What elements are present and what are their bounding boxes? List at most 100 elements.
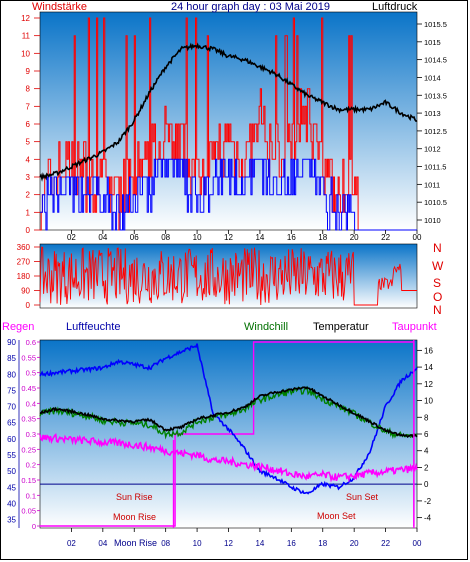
direction-tick-label: 270 bbox=[17, 258, 31, 267]
pressure-tick-label: 1013 bbox=[424, 109, 441, 118]
humidity-tick-label: 70 bbox=[7, 403, 16, 412]
dewpoint-label: Taupunkt bbox=[392, 321, 437, 333]
rain-tick-label: 0.3 bbox=[26, 430, 36, 439]
x-tick-label-top: 18 bbox=[318, 233, 327, 242]
direction-tick-label: 0 bbox=[26, 301, 31, 310]
chart-title: 24 hour graph day : 03 Mai 2019 bbox=[171, 1, 330, 13]
x-tick-label-top: 04 bbox=[98, 233, 107, 242]
temperature-line bbox=[39, 386, 418, 439]
wind-tick-label: 6 bbox=[26, 120, 31, 129]
rain-tick-label: 0.05 bbox=[21, 507, 36, 516]
compass-n-bottom: N bbox=[433, 303, 442, 317]
temp-tick-label: 8 bbox=[424, 413, 429, 422]
temp-tick-label: 4 bbox=[424, 447, 429, 456]
moon-set-label: Moon Set bbox=[317, 511, 356, 521]
x-tick-label-bottom: 18 bbox=[318, 539, 327, 548]
pressure-tick-label: 1014.5 bbox=[424, 56, 447, 65]
windchill-label: Windchill bbox=[244, 321, 288, 333]
x-tick-label-top: 14 bbox=[255, 233, 264, 242]
dewpoint-line bbox=[39, 433, 418, 483]
wind-tick-label: 10 bbox=[21, 49, 30, 58]
wind-tick-label: 11 bbox=[22, 32, 31, 41]
pressure-tick-label: 1015.5 bbox=[424, 20, 447, 29]
humidity-tick-label: 40 bbox=[7, 499, 16, 508]
rain-label: Regen bbox=[2, 321, 34, 333]
rain-tick-label: 0.6 bbox=[26, 338, 36, 347]
humidity-tick-label: 60 bbox=[7, 435, 16, 444]
wind-tick-label: 7 bbox=[26, 102, 31, 111]
pressure-tick-label: 1012 bbox=[424, 145, 441, 154]
x-tick-label-top: 16 bbox=[287, 233, 296, 242]
direction-tick-label: 180 bbox=[17, 272, 31, 281]
bottom-moon-rise-label: Moon Rise bbox=[114, 538, 157, 548]
wind-tick-label: 0 bbox=[26, 226, 31, 235]
rain-tick-label: 0.45 bbox=[21, 384, 36, 393]
x-tick-label-top: 12 bbox=[224, 233, 233, 242]
wind-tick-label: 2 bbox=[26, 191, 31, 200]
compass-w: W bbox=[432, 259, 444, 273]
rain-tick-label: 0.1 bbox=[26, 491, 36, 500]
rain-tick-label: 0.15 bbox=[21, 476, 36, 485]
temp-tick-label: 14 bbox=[424, 363, 433, 372]
rain-tick-label: 0.35 bbox=[21, 415, 36, 424]
compass-n-top: N bbox=[433, 241, 442, 255]
temp-tick-label: 2 bbox=[424, 463, 429, 472]
humidity-tick-label: 80 bbox=[7, 370, 16, 379]
compass-o: O bbox=[433, 290, 442, 304]
x-tick-label-top: 08 bbox=[161, 233, 170, 242]
humidity-tick-label: 85 bbox=[7, 354, 16, 363]
moon-rise-label: Moon Rise bbox=[113, 512, 156, 522]
direction-tick-label: 360 bbox=[17, 243, 31, 252]
temperature-label: Temperatur bbox=[313, 321, 369, 333]
sun-rise-label: Sun Rise bbox=[116, 492, 153, 502]
x-tick-label-top: 10 bbox=[193, 233, 202, 242]
x-tick-label-bottom: 00 bbox=[413, 539, 422, 548]
temp-tick-label: -2 bbox=[424, 497, 432, 506]
pressure-tick-label: 1015 bbox=[424, 38, 441, 47]
wind-direction-line bbox=[39, 246, 417, 306]
temp-tick-label: 6 bbox=[424, 430, 429, 439]
x-tick-label-top: 20 bbox=[350, 233, 359, 242]
direction-tick-label: 90 bbox=[21, 287, 30, 296]
x-tick-label-bottom: 10 bbox=[193, 539, 202, 548]
dynamic-marks: 012345678910111210101010.510111011.51012… bbox=[7, 14, 447, 548]
pressure-tick-label: 1013.5 bbox=[424, 91, 447, 100]
temp-tick-label: 16 bbox=[424, 346, 433, 355]
wind-tick-label: 9 bbox=[26, 67, 31, 76]
pressure-tick-label: 1012.5 bbox=[424, 127, 447, 136]
x-tick-label-bottom: 12 bbox=[224, 539, 233, 548]
humidity-tick-label: 35 bbox=[7, 516, 16, 525]
x-tick-label-bottom: 08 bbox=[161, 539, 170, 548]
humidity-label: Luftfeuchte bbox=[66, 321, 120, 333]
x-tick-label-top: 00 bbox=[413, 233, 422, 242]
compass-labels: N W S O N bbox=[432, 241, 444, 317]
wind-tick-label: 4 bbox=[26, 155, 31, 164]
humidity-tick-label: 45 bbox=[7, 483, 16, 492]
wind-tick-label: 8 bbox=[26, 85, 31, 94]
pressure-label: Luftdruck bbox=[372, 1, 418, 13]
temp-tick-label: 10 bbox=[424, 397, 433, 406]
rain-tick-label: 0 bbox=[32, 522, 36, 531]
rain-tick-label: 0.25 bbox=[21, 445, 36, 454]
wind-tick-label: 5 bbox=[26, 138, 31, 147]
temp-tick-label: -4 bbox=[424, 514, 432, 523]
rain-tick-label: 0.4 bbox=[26, 399, 36, 408]
wind-avg-line bbox=[40, 158, 417, 231]
temp-tick-label: 12 bbox=[424, 380, 433, 389]
sun-set-label: Sun Set bbox=[346, 492, 379, 502]
x-tick-label-top: 06 bbox=[130, 233, 139, 242]
pressure-tick-label: 1014 bbox=[424, 73, 441, 82]
humidity-tick-label: 90 bbox=[7, 338, 16, 347]
rain-tick-label: 0.55 bbox=[21, 353, 36, 362]
pressure-tick-label: 1010.5 bbox=[424, 198, 447, 207]
humidity-tick-label: 55 bbox=[7, 451, 16, 460]
x-tick-label-top: 02 bbox=[67, 233, 76, 242]
x-tick-label-bottom: 04 bbox=[98, 539, 107, 548]
wind-tick-label: 12 bbox=[21, 14, 30, 23]
x-tick-label-bottom: 22 bbox=[381, 539, 390, 548]
wind-tick-label: 1 bbox=[26, 208, 31, 217]
x-tick-label-bottom: 16 bbox=[287, 539, 296, 548]
rain-tick-label: 0.2 bbox=[26, 461, 36, 470]
